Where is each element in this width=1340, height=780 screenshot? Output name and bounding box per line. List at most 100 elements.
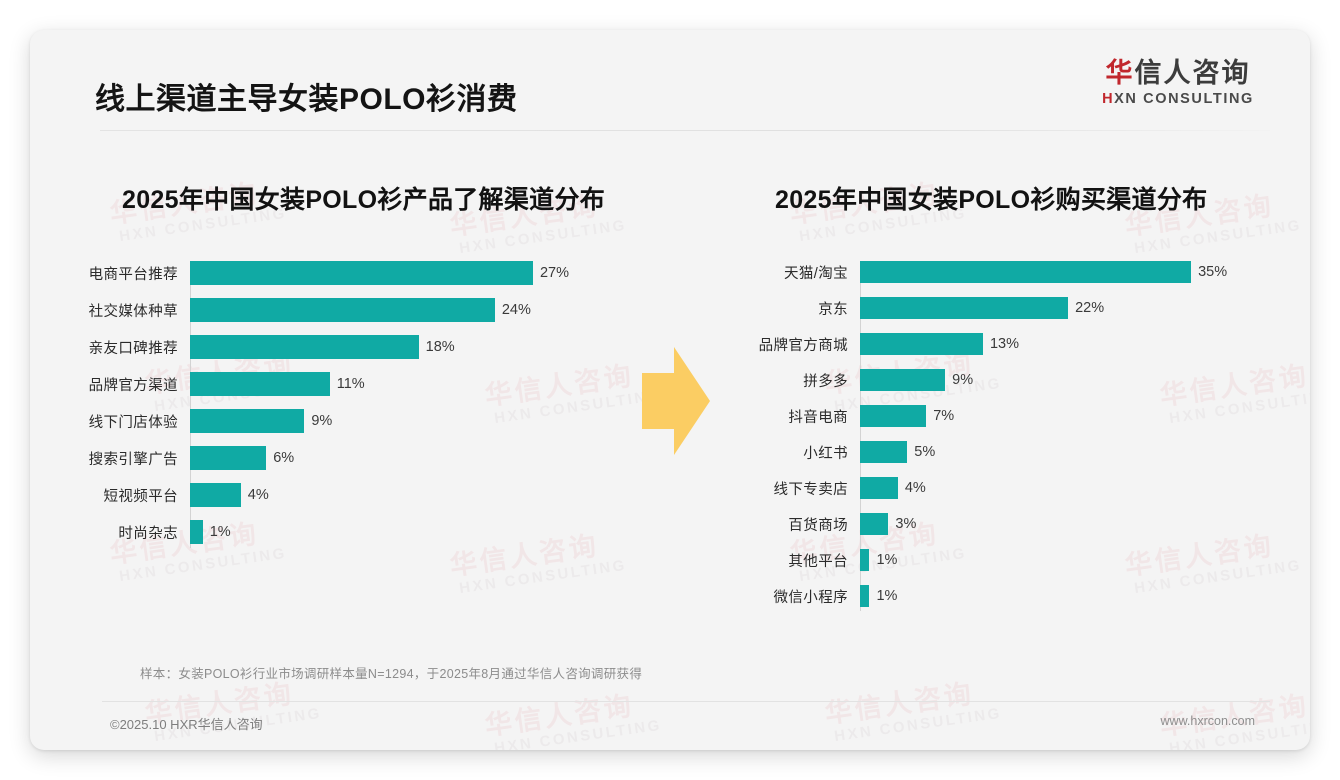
brand-logo: 华信人咨询 HXN CONSULTING [1088,58,1268,107]
bar-value-label: 24% [501,302,531,318]
header-divider [100,130,1270,131]
bar-fill [190,520,203,544]
bar-track: 13% [860,333,1290,355]
bar-track: 1% [860,585,1290,607]
bar-category-label: 社交媒体种草 [88,303,178,320]
brand-logo-en: HXN CONSULTING [1088,91,1268,107]
brand-logo-en-rest: XN CONSULTING [1114,91,1254,108]
bar-track: 22% [860,297,1290,319]
bar-category-label: 电商平台推荐 [88,266,178,283]
bar-value-label: 1% [876,552,898,568]
copyright-text: ©2025.10 HXR华信人咨询 [110,717,263,732]
bar-category-label: 其他平台 [788,553,848,570]
chart-axis-line [190,261,191,548]
bar-fill [190,298,495,322]
bar-fill [190,335,419,359]
bar-fill [860,549,870,571]
bar-value-label: 22% [1075,300,1105,316]
bar-track: 9% [860,369,1290,391]
bar-category-label: 拼多多 [803,373,848,390]
bar-fill [860,513,889,535]
bar-row: 小红书 5% [710,441,1290,463]
bar-track: 1% [860,549,1290,571]
bar-row: 京东 22% [710,297,1290,319]
bar-row: 微信小程序 1% [710,585,1290,607]
chart-title-purchase: 2025年中国女装POLO衫购买渠道分布 [775,186,1208,214]
bar-track: 11% [190,372,675,396]
bar-fill [860,405,927,427]
bar-value-label: 4% [247,487,269,503]
bar-value-label: 3% [895,516,917,532]
slide-header: 线上渠道主导女装POLO衫消费 华信人咨询 HXN CONSULTING [30,30,1310,131]
bar-category-label: 小红书 [803,445,848,462]
bar-track: 24% [190,298,675,322]
bar-category-label: 线下门店体验 [88,414,178,431]
bar-fill [860,369,946,391]
bar-fill [190,483,241,507]
bar-category-label: 京东 [818,301,848,318]
footer-divider [102,701,1270,702]
bar-row: 线下门店体验 9% [65,409,675,433]
bar-track: 3% [860,513,1290,535]
bar-track: 4% [860,477,1290,499]
bar-track: 7% [860,405,1290,427]
bar-fill [860,297,1069,319]
bar-value-label: 7% [933,408,955,424]
bar-value-label: 4% [904,480,926,496]
bar-row: 时尚杂志 1% [65,520,675,544]
bar-track: 35% [860,261,1290,283]
bar-track: 6% [190,446,675,470]
bar-fill [860,585,870,607]
bar-row: 抖音电商 7% [710,405,1290,427]
bar-category-label: 搜索引擎广告 [88,451,178,468]
bar-row: 拼多多 9% [710,369,1290,391]
bar-fill [860,333,983,355]
bar-fill [190,261,533,285]
bar-track: 5% [860,441,1290,463]
bar-category-label: 抖音电商 [788,409,848,426]
chart-panel-purchase: 2025年中国女装POLO衫购买渠道分布 天猫/淘宝 35% 京东 22% 品牌官方商城… [710,135,1290,621]
brand-logo-cn-accent: 华 [1105,58,1135,88]
slide-footer: ©2025.10 HXR华信人咨询 www.hxrcon.com [30,702,1310,750]
chart-axis-line [860,261,861,611]
bar-row: 线下专卖店 4% [710,477,1290,499]
bar-value-label: 18% [425,339,455,355]
bar-category-label: 品牌官方商城 [758,337,848,354]
bar-category-label: 百货商场 [788,517,848,534]
chart-title-awareness: 2025年中国女装POLO衫产品了解渠道分布 [122,186,606,214]
bar-category-label: 短视频平台 [103,488,178,505]
bar-category-label: 微信小程序 [773,589,848,606]
right-arrow-icon [640,345,712,457]
bar-row: 品牌官方商城 13% [710,333,1290,355]
brand-logo-cn-rest: 信人咨询 [1134,58,1251,88]
bar-value-label: 35% [1198,264,1228,280]
sample-footnote: 样本：女装POLO衫行业市场调研样本量N=1294，于2025年8月通过华信人咨… [140,667,643,681]
page-title: 线上渠道主导女装POLO衫消费 [95,83,518,116]
bar-row: 品牌官方渠道 11% [65,372,675,396]
bar-row: 天猫/淘宝 35% [710,261,1290,283]
bar-fill [190,409,305,433]
bar-value-label: 5% [914,444,936,460]
bar-category-label: 天猫/淘宝 [783,265,848,282]
bar-value-label: 11% [336,376,365,392]
bar-row: 其他平台 1% [710,549,1290,571]
chart-panel-awareness: 2025年中国女装POLO衫产品了解渠道分布 电商平台推荐 27% 社交媒体种草 24… [65,135,675,557]
bar-fill [190,372,330,396]
bar-fill [860,261,1192,283]
bar-track: 27% [190,261,675,285]
bar-fill [860,441,908,463]
bar-category-label: 品牌官方渠道 [88,377,178,394]
bar-row: 搜索引擎广告 6% [65,446,675,470]
brand-logo-en-accent: H [1102,91,1115,108]
bar-category-label: 亲友口碑推荐 [88,340,178,357]
bar-value-label: 1% [209,524,231,540]
bar-value-label: 6% [273,450,295,466]
bar-row: 短视频平台 4% [65,483,675,507]
bar-category-label: 时尚杂志 [118,525,178,542]
bar-chart-awareness: 电商平台推荐 27% 社交媒体种草 24% 亲友口碑推荐 18% 品牌官方渠道 11% 线下门店… [65,261,675,548]
website-link[interactable]: www.hxrcon.com [1160,714,1255,728]
bar-row: 亲友口碑推荐 18% [65,335,675,359]
bar-category-label: 线下专卖店 [773,481,848,498]
bar-fill [860,477,898,499]
bar-chart-purchase: 天猫/淘宝 35% 京东 22% 品牌官方商城 13% 拼多多 9% 抖音电商 7% 小红书 5% 线下… [710,261,1290,611]
